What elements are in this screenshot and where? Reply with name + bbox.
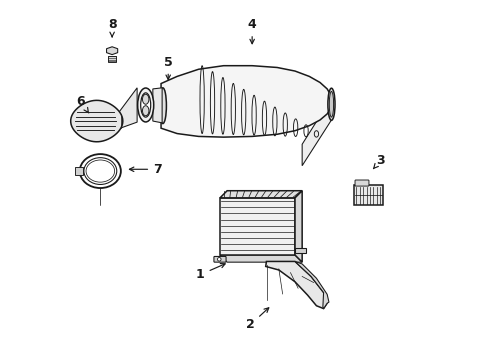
Ellipse shape [143, 94, 149, 104]
Text: 3: 3 [373, 154, 385, 168]
Ellipse shape [141, 93, 151, 117]
Text: 4: 4 [248, 18, 257, 44]
Ellipse shape [143, 106, 149, 116]
Polygon shape [220, 198, 295, 255]
Polygon shape [153, 88, 162, 123]
Polygon shape [161, 66, 333, 137]
Polygon shape [220, 191, 302, 198]
Polygon shape [295, 191, 302, 262]
FancyBboxPatch shape [355, 180, 369, 186]
Polygon shape [295, 248, 306, 253]
Ellipse shape [159, 88, 167, 123]
FancyBboxPatch shape [214, 256, 226, 262]
Text: 8: 8 [108, 18, 117, 37]
Ellipse shape [329, 91, 334, 117]
Polygon shape [71, 100, 123, 142]
Polygon shape [118, 88, 137, 129]
Text: 6: 6 [76, 95, 89, 113]
Text: 7: 7 [129, 163, 162, 176]
Text: 2: 2 [246, 308, 269, 331]
Text: 1: 1 [196, 264, 225, 281]
Bar [108, 56, 117, 62]
Bar [75, 167, 83, 175]
Bar [354, 185, 383, 205]
Polygon shape [220, 255, 302, 262]
Polygon shape [295, 261, 329, 309]
Polygon shape [302, 98, 331, 166]
Ellipse shape [138, 88, 154, 122]
Polygon shape [266, 261, 327, 309]
Polygon shape [106, 47, 118, 55]
Text: 5: 5 [164, 55, 172, 80]
Ellipse shape [328, 88, 335, 120]
Circle shape [218, 257, 221, 261]
